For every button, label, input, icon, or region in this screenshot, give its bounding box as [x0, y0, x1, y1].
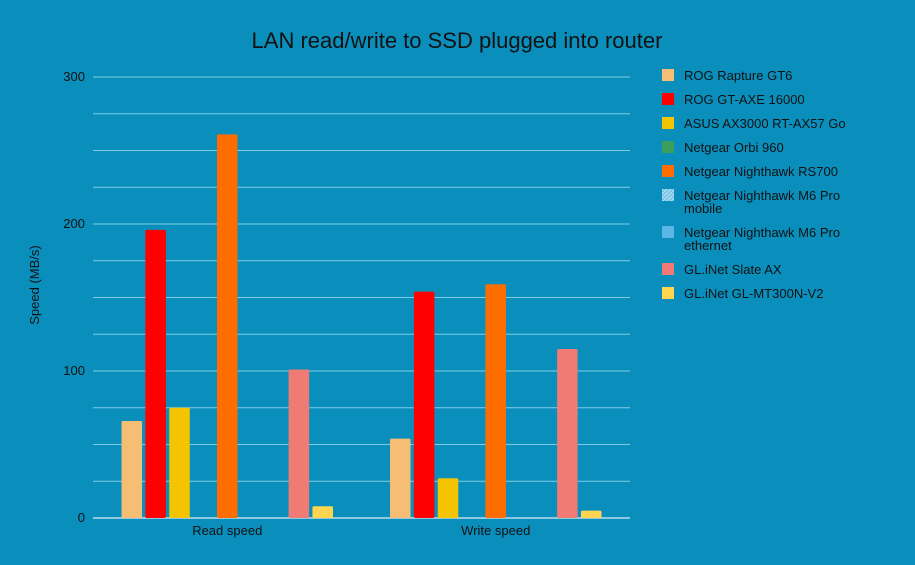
y-tick-label: 200	[63, 216, 85, 231]
legend-label: Netgear Nighthawk M6 Pro mobile	[684, 188, 840, 216]
legend-swatch	[662, 287, 674, 299]
y-tick-label: 100	[63, 363, 85, 378]
bar	[390, 438, 411, 518]
x-tick-label: Write speed	[461, 523, 530, 538]
legend-label: Netgear Nighthawk M6 Pro ethernet	[684, 225, 840, 253]
chart-title: LAN read/write to SSD plugged into route…	[252, 28, 663, 53]
bar	[557, 348, 578, 518]
legend-label: ROG Rapture GT6	[684, 68, 792, 83]
bar	[312, 506, 333, 518]
legend: ROG Rapture GT6 ROG GT-AXE 16000 ASUS AX30…	[662, 68, 846, 301]
legend-swatch	[662, 226, 674, 238]
legend-label: Netgear Nighthawk RS700	[684, 164, 838, 179]
legend-swatch	[662, 263, 674, 275]
legend-swatch	[662, 117, 674, 129]
bar	[145, 229, 166, 518]
bar	[413, 291, 435, 518]
y-axis-label: Speed (MB/s)	[27, 245, 42, 324]
legend-swatch	[662, 69, 674, 81]
legend-swatch	[662, 189, 674, 201]
legend-label: GL.iNet Slate AX	[684, 262, 782, 277]
x-axis-ticks: Read speed Write speed	[192, 523, 530, 538]
legend-label: Netgear Orbi 960	[684, 140, 784, 155]
legend-label: ROG GT-AXE 16000	[684, 92, 805, 107]
bar	[121, 420, 143, 518]
bar	[288, 369, 310, 518]
bar	[216, 134, 238, 518]
bar	[485, 284, 507, 518]
legend-label: ASUS AX3000 RT-AX57 Go	[684, 116, 846, 131]
legend-swatch	[662, 165, 674, 177]
bar	[580, 510, 602, 518]
y-tick-label: 300	[63, 69, 85, 84]
bar	[437, 478, 459, 518]
x-tick-label: Read speed	[192, 523, 262, 538]
legend-swatch	[662, 141, 674, 153]
legend-swatch	[662, 93, 674, 105]
y-tick-label: 0	[78, 510, 85, 525]
y-axis-ticks: 0 100 200 300	[63, 69, 85, 525]
bar	[169, 407, 190, 518]
legend-label: GL.iNet GL-MT300N-V2	[684, 286, 823, 301]
bars	[121, 134, 602, 518]
